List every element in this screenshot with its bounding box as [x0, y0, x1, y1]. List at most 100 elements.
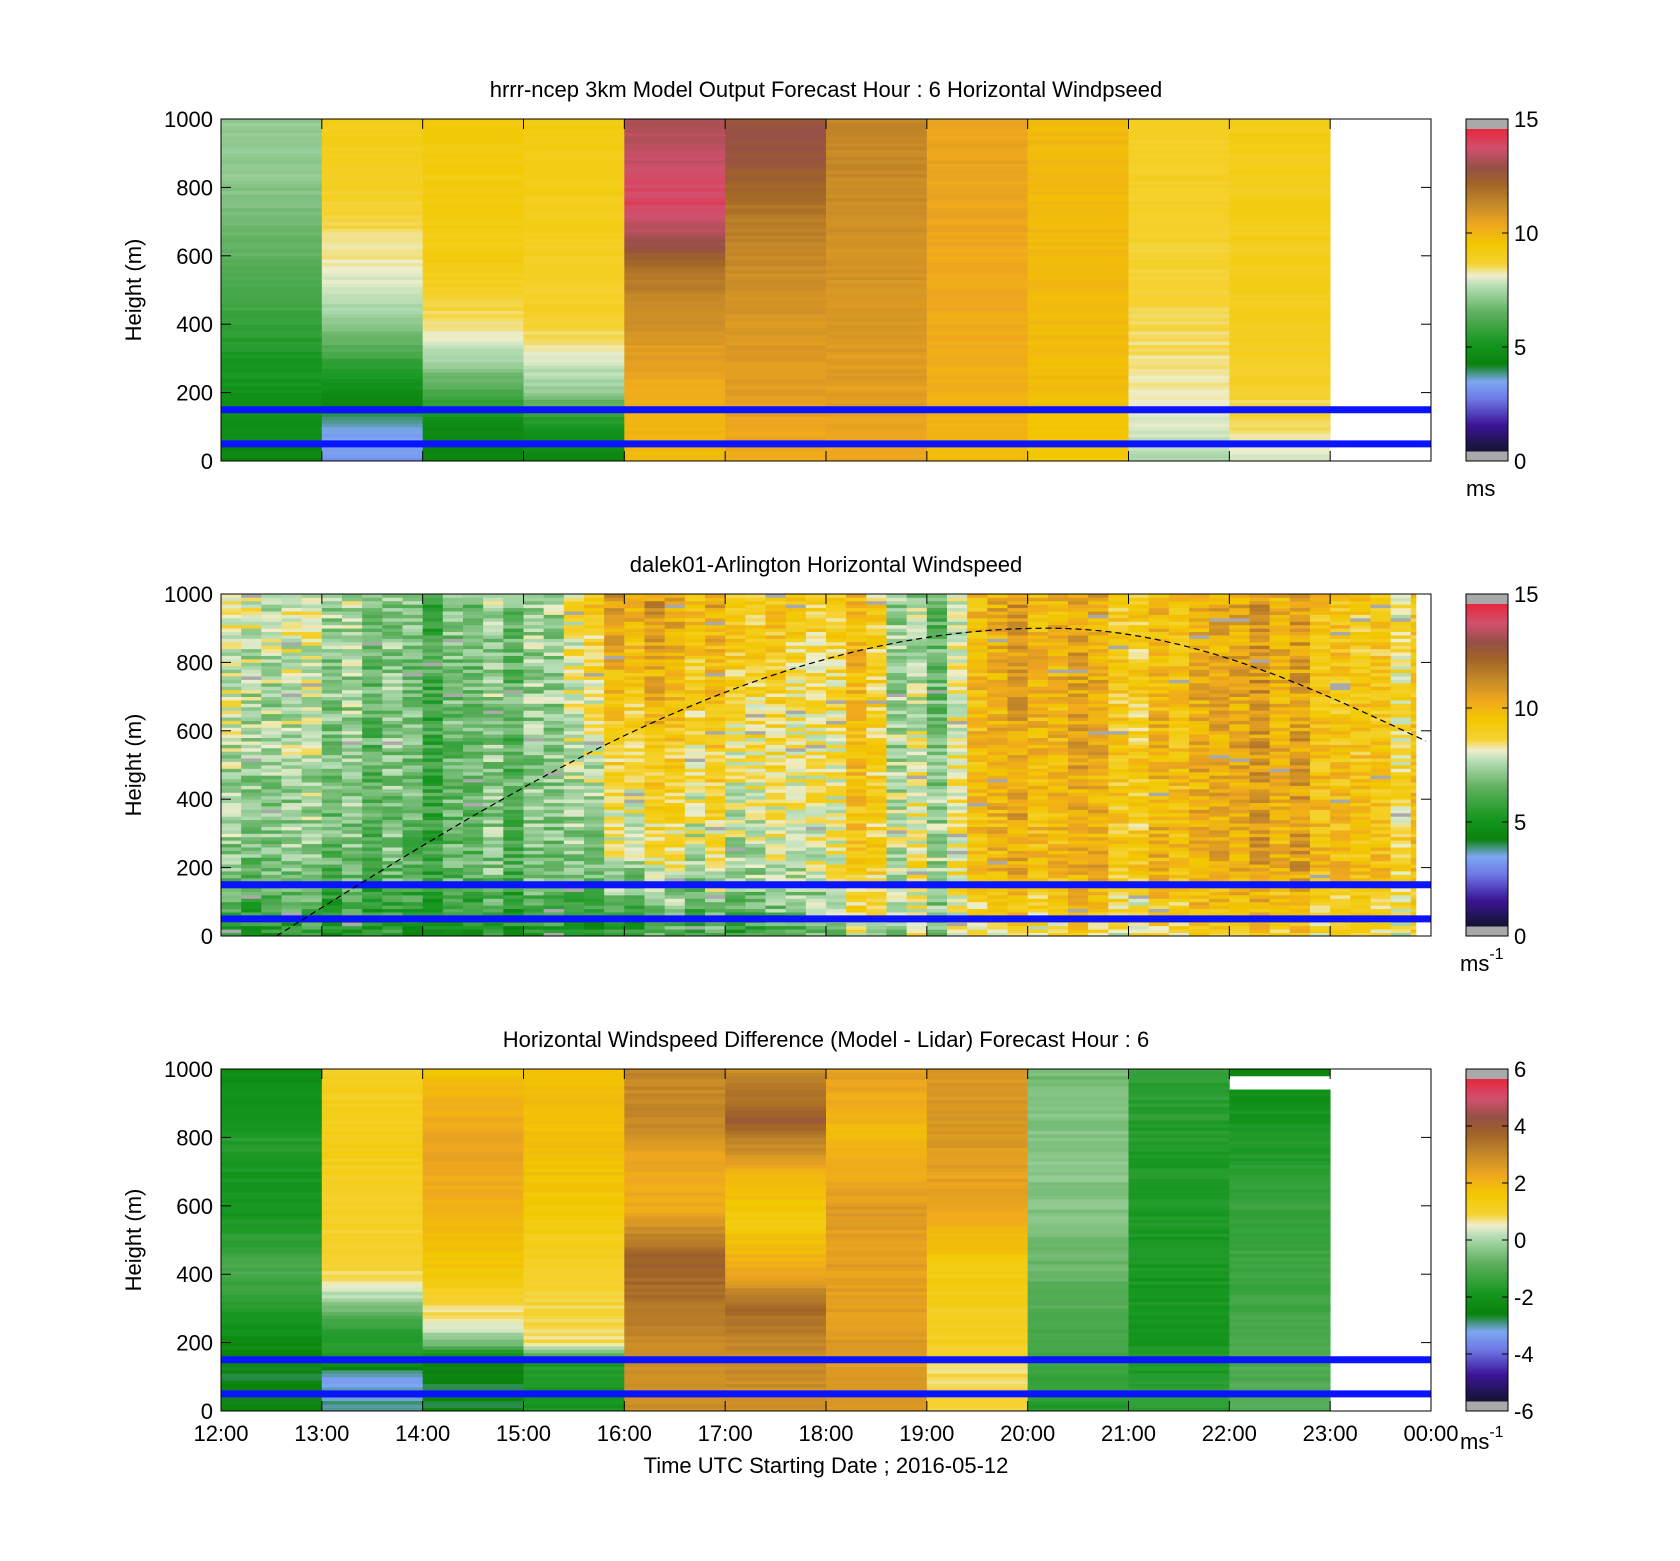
heatmap-cell: [604, 641, 625, 646]
heatmap-cell: [604, 888, 625, 892]
heatmap-cell: [745, 631, 766, 636]
heatmap-cell: [725, 669, 746, 674]
heatmap-cell: [1229, 396, 1331, 400]
heatmap-cell: [866, 843, 887, 848]
heatmap-cell: [1027, 245, 1129, 250]
heatmap-cell: [886, 597, 908, 602]
heatmap-cell: [463, 703, 484, 708]
heatmap-cell: [644, 597, 666, 602]
heatmap-cell: [785, 888, 807, 892]
heatmap-cell: [745, 600, 766, 605]
heatmap-cell: [523, 447, 625, 452]
heatmap-cell: [604, 662, 625, 667]
heatmap-cell: [926, 761, 948, 766]
heatmap-cell: [402, 686, 424, 691]
heatmap-cell: [644, 741, 666, 745]
heatmap-cell: [221, 204, 323, 209]
heatmap-cell: [826, 645, 847, 650]
colorbar-swatch: [1466, 392, 1508, 396]
heatmap-cell: [523, 645, 545, 650]
heatmap-cell: [221, 864, 242, 868]
heatmap-cell: [382, 823, 403, 827]
heatmap-cell: [523, 888, 545, 892]
heatmap-cell: [321, 710, 343, 715]
heatmap-cell: [604, 833, 625, 838]
heatmap-cell: [221, 929, 242, 933]
heatmap-cell: [301, 888, 323, 892]
heatmap-cell: [684, 802, 706, 807]
heatmap-cell: [684, 768, 706, 773]
colorbar-swatch: [1466, 388, 1508, 392]
heatmap-cell: [523, 730, 545, 735]
heatmap-cell: [785, 867, 807, 872]
heatmap-cell: [926, 365, 1029, 370]
heatmap-cell: [301, 925, 323, 930]
colorbar-swatch: [1466, 366, 1508, 369]
heatmap-cell: [463, 908, 484, 913]
heatmap-cell: [221, 867, 242, 872]
heatmap-cell: [826, 245, 928, 250]
heatmap-cell: [725, 761, 746, 766]
heatmap-cell: [422, 645, 444, 650]
heatmap-cell: [785, 761, 807, 766]
heatmap-cell: [624, 641, 645, 646]
heatmap-cell: [886, 816, 908, 821]
heatmap-cell: [664, 788, 686, 793]
heatmap-cell: [725, 744, 746, 749]
heatmap-cell: [261, 720, 282, 725]
heatmap-cell: [846, 771, 867, 776]
heatmap-cell: [321, 437, 424, 441]
heatmap-cell: [543, 744, 565, 749]
heatmap-cell: [321, 378, 424, 383]
heatmap-cell: [664, 898, 686, 903]
heatmap-cell: [523, 891, 545, 896]
colorbar-swatch: [1466, 269, 1508, 273]
heatmap-cell: [523, 228, 625, 233]
heatmap-cell: [1229, 276, 1331, 281]
heatmap-cell: [826, 600, 847, 605]
heatmap-cell: [321, 375, 424, 380]
heatmap-cell: [422, 211, 524, 216]
heatmap-cell: [1229, 132, 1331, 137]
heatmap-cell: [483, 833, 504, 838]
heatmap-cell: [826, 266, 928, 270]
heatmap-cell: [745, 706, 766, 711]
heatmap-cell: [422, 826, 444, 831]
heatmap-cell: [926, 816, 948, 821]
heatmap-cell: [826, 775, 847, 780]
heatmap-cell: [321, 754, 343, 759]
heatmap-cell: [1027, 136, 1129, 140]
heatmap-cell: [846, 901, 867, 906]
heatmap-cell: [684, 871, 706, 875]
heatmap-cell: [705, 611, 726, 615]
heatmap-cell: [543, 706, 565, 711]
heatmap-cell: [1027, 183, 1129, 188]
heatmap-cell: [523, 426, 625, 431]
colorbar-swatch: [1466, 217, 1508, 221]
heatmap-cell: [584, 611, 605, 615]
heatmap-cell: [1027, 348, 1129, 352]
heatmap-cell: [846, 655, 867, 660]
heatmap-cell: [906, 730, 928, 735]
heatmap-cell: [382, 912, 403, 916]
heatmap-cell: [947, 751, 968, 756]
heatmap-cell: [826, 173, 928, 178]
heatmap-cell: [321, 228, 424, 233]
heatmap-cell: [221, 262, 323, 267]
heatmap-cell: [281, 703, 303, 708]
heatmap-cell: [584, 648, 605, 653]
heatmap-cell: [785, 706, 807, 711]
heatmap-cell: [644, 877, 666, 882]
heatmap-cell: [241, 843, 262, 848]
heatmap-cell: [523, 457, 625, 461]
heatmap-cell: [826, 293, 928, 298]
heatmap-cell: [241, 730, 262, 735]
heatmap-cell: [1229, 426, 1331, 431]
heatmap-cell: [705, 809, 726, 814]
heatmap-cell: [301, 894, 323, 899]
colorbar-swatch: [1466, 344, 1508, 347]
heatmap-cell: [926, 320, 1029, 325]
heatmap-cell: [422, 669, 444, 674]
heatmap-cell: [604, 894, 625, 899]
heatmap-cell: [886, 621, 908, 626]
